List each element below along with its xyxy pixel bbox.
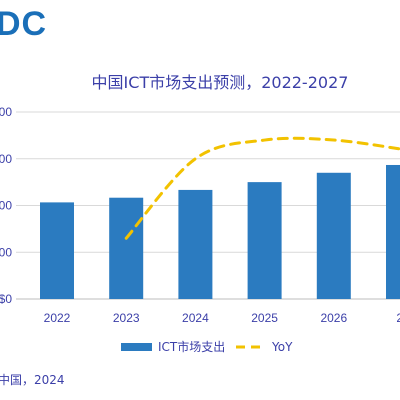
bar-2022 <box>40 202 74 299</box>
bar-2025 <box>247 182 282 299</box>
company-logo: DC <box>0 5 48 43</box>
x-tick-label: 2024 <box>182 311 209 325</box>
x-tick-label: 2026 <box>320 311 347 325</box>
bar-2026 <box>316 172 351 299</box>
source-note: 中国，2024 <box>0 373 65 387</box>
bar-series <box>40 164 400 299</box>
legend-label-line: YoY <box>271 340 293 354</box>
bar-2027 <box>386 164 400 299</box>
y-tick-label: 00 <box>0 199 12 213</box>
x-axis-labels: 2022 2023 2024 2025 2026 20 <box>44 311 400 325</box>
x-tick-label: 2023 <box>113 311 140 325</box>
x-tick-label: 20 <box>396 311 400 325</box>
legend-label-bar: ICT市场支出 <box>158 339 225 354</box>
y-tick-label: $0 <box>0 292 12 306</box>
x-tick-label: 2025 <box>251 311 278 325</box>
y-tick-label: 00 <box>0 245 12 259</box>
chart-title: 中国ICT市场支出预测，2022-2027 <box>91 73 349 92</box>
yoy-line <box>124 136 400 240</box>
legend: ICT市场支出 YoY <box>121 339 293 354</box>
y-tick-label: 00 <box>0 152 12 166</box>
x-tick-label: 2022 <box>44 311 71 325</box>
legend-swatch-bar <box>121 343 152 351</box>
y-tick-label: 00 <box>0 105 12 119</box>
bar-2023 <box>109 197 144 299</box>
y-axis-labels: 00 00 00 00 $0 <box>0 105 12 306</box>
bar-2024 <box>178 189 213 299</box>
